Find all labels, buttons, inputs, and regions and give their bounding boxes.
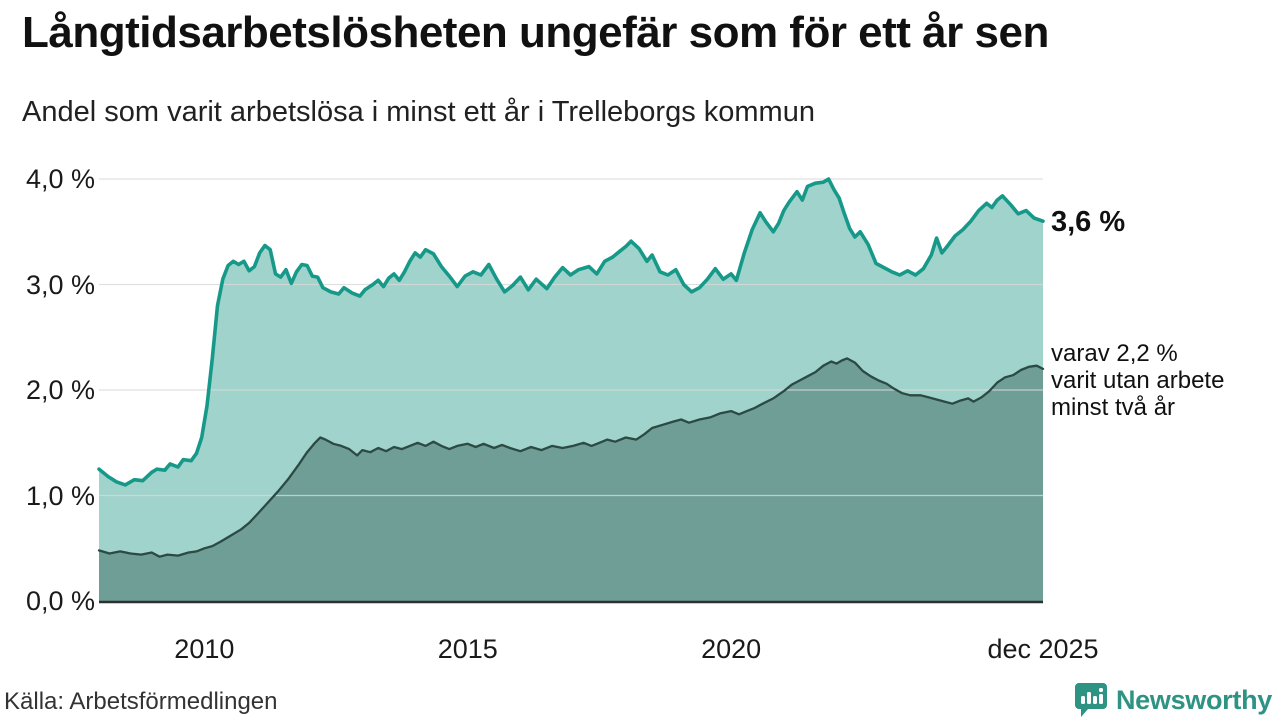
secondary-series-label: varav 2,2 % varit utan arbete minst två år bbox=[1051, 340, 1224, 421]
line-minst-tva-ar bbox=[97, 357, 1045, 558]
y-tick-label: 1,0 % bbox=[25, 480, 95, 511]
y-tick-label: 2,0 % bbox=[25, 375, 95, 405]
x-tick-label: 2020 bbox=[701, 634, 762, 664]
x-tick-label: dec 2025 bbox=[987, 634, 1099, 664]
latest-value-label: 3,6 % bbox=[1051, 206, 1126, 238]
newsworthy-logo: Newsworthy bbox=[1074, 682, 1272, 718]
x-tick-label: 2010 bbox=[174, 634, 235, 664]
y-tick-label: 0,0 % bbox=[25, 586, 95, 616]
page-subtitle: Andel som varit arbetslösa i minst ett å… bbox=[22, 96, 815, 128]
y-tick-label: 4,0 % bbox=[25, 164, 95, 194]
newsworthy-logo-text: Newsworthy bbox=[1115, 684, 1272, 715]
secondary-series-label-line: varav 2,2 % bbox=[1051, 340, 1178, 367]
page-title: Långtidsarbetslösheten ungefär som för e… bbox=[22, 8, 1049, 57]
line-minst-ett-ar bbox=[97, 177, 1045, 487]
secondary-series-label-line: varit utan arbete bbox=[1051, 367, 1225, 394]
newsworthy-bar-chart-bubble-icon bbox=[1074, 683, 1107, 717]
source-note: Källa: Arbetsförmedlingen bbox=[4, 688, 278, 715]
area-fill-minst-tva-ar bbox=[99, 358, 1043, 601]
secondary-series-label-line: minst två år bbox=[1051, 394, 1176, 421]
y-tick-label: 3,0 % bbox=[25, 269, 95, 300]
x-tick-label: 2015 bbox=[437, 634, 498, 664]
